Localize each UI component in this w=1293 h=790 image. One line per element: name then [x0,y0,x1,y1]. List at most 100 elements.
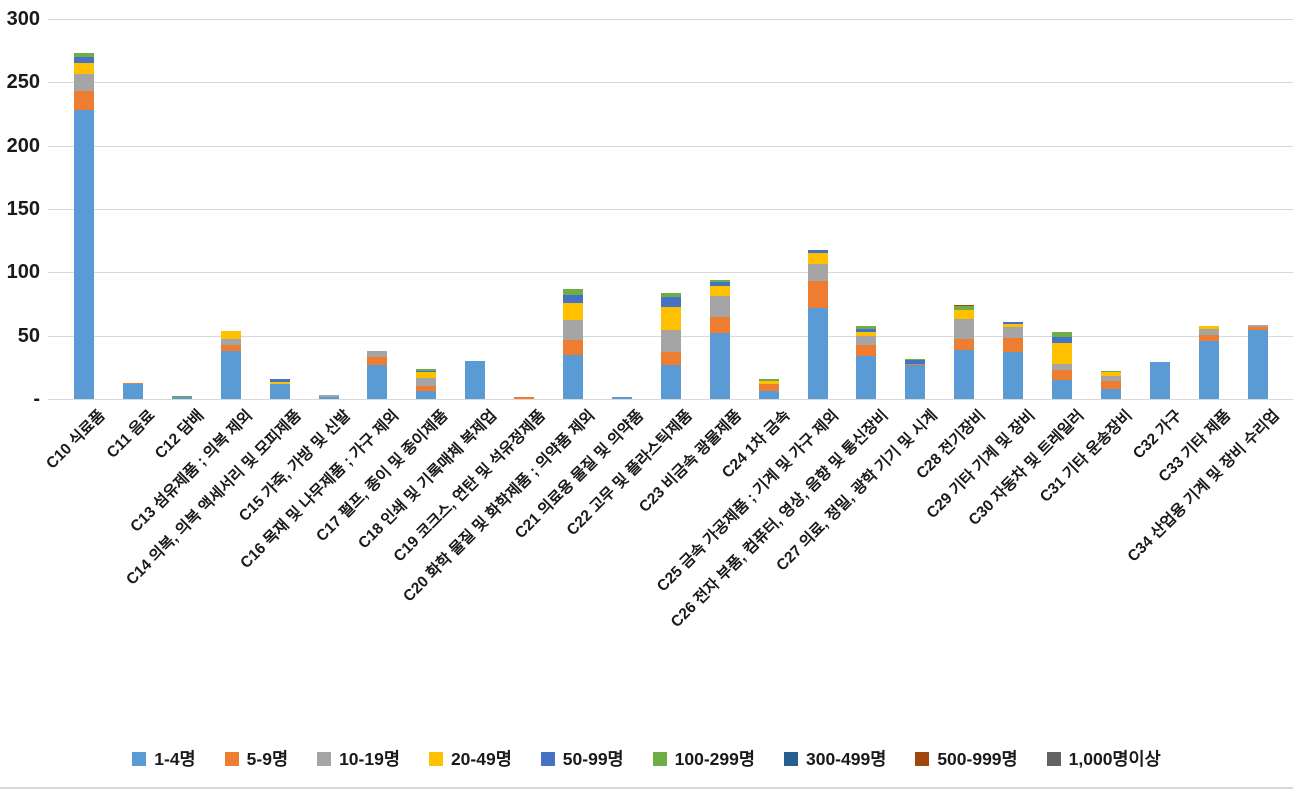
bar-segment [905,363,926,366]
category-label: C14 의복, 의복 액세서리 및 모피제품 [123,407,305,589]
y-axis-tick-label: 250 [6,71,40,94]
bar-c10 [74,53,94,399]
bar-segment [1003,322,1024,324]
bar-segment [1003,326,1024,338]
bar-segment [416,370,437,373]
bar-segment [1052,379,1072,399]
bar-segment [563,294,583,303]
legend: 1-4명 5-9명 10-19명 20-49명 50-99명 100-299명 300-49… [0,746,1293,771]
bar-c30 [1052,331,1072,399]
bar-c23 [709,279,730,399]
bar-segment [416,390,437,399]
bar-c14 [269,379,290,399]
bar-segment [465,361,486,399]
bar-segment [1003,321,1024,323]
bar-segment [563,319,583,341]
legend-item: 500-999명 [915,746,1018,771]
bar-segment [1198,329,1219,336]
legend-swatch-icon [317,751,332,766]
bar-segment [1247,329,1268,399]
category-label: C31 기타 운송장비 [1037,407,1136,506]
bar-segment [709,282,730,287]
gridline [48,399,1293,400]
legend-label: 500-999명 [937,749,1018,769]
bar-segment [807,307,828,399]
bar-segment [1100,388,1121,399]
bar-segment [122,384,143,399]
bar-segment [1052,364,1072,370]
gridline [48,272,1293,274]
bar-segment [74,91,94,111]
legend-swatch-icon [224,751,239,766]
y-axis-tick-label: 300 [6,8,40,30]
bar-segment [1198,325,1219,330]
bar-segment [269,379,290,382]
bar-c26 [856,325,877,399]
bar-segment [122,382,143,385]
bar-segment [220,350,241,399]
bar-c31 [1100,371,1121,399]
bar-segment [563,340,583,356]
bar-segment [709,286,730,297]
legend-label: 10-19명 [339,749,400,769]
bar-segment [954,304,975,307]
bar-c24 [758,378,779,399]
bar-segment [1003,352,1024,399]
bar-segment [220,338,241,346]
bar-segment [514,397,535,399]
bar-c28 [954,304,975,399]
bar-segment [856,335,877,346]
bar-c34 [1247,324,1268,399]
gridline [48,19,1293,20]
legend-label: 300-499명 [805,749,887,769]
legend-item: 10-19명 [317,746,400,771]
bar-segment [220,330,241,339]
bar-segment [74,110,94,399]
legend-item: 1-4명 [132,746,196,771]
bar-segment [563,355,583,399]
bar-segment [758,380,779,384]
legend-swatch-icon [783,751,798,766]
bar-segment [807,281,828,308]
bar-segment [1100,375,1121,382]
bar-c11 [122,382,143,399]
bar-segment [1247,327,1268,330]
legend-item: 20-49명 [428,746,512,771]
bar-c15 [318,394,339,399]
bar-segment [856,331,877,336]
legend-swatch-icon [652,751,667,766]
bar-c16 [367,350,388,399]
legend-label: 20-49명 [450,749,512,769]
bar-segment [905,360,926,364]
bar-segment [954,339,975,351]
bar-c13 [220,330,241,399]
bar-segment [269,383,290,399]
bar-segment [1003,337,1024,353]
bar-c18 [465,361,486,399]
bar-segment [856,355,877,399]
bar-c19 [514,397,535,399]
bar-segment [856,325,877,329]
bar-segment [563,302,583,320]
bar-segment [416,369,437,371]
bar-segment [954,319,975,340]
bar-segment [807,253,828,265]
bar-segment [660,297,681,307]
category-label: C10 식료품 [43,407,110,473]
legend-label: 50-99명 [562,749,624,769]
bar-segment [367,364,388,399]
bar-segment [709,333,730,399]
bar-segment [220,345,241,351]
bar-segment [905,365,926,399]
y-axis-tick-label: - [33,388,40,410]
bar-c22 [660,293,681,399]
bar-segment [367,350,388,357]
bar-segment [954,310,975,320]
bottom-divider [0,787,1293,789]
legend-swatch-icon [428,751,443,766]
legend-item: 1,000명이상 [1046,746,1161,771]
legend-item: 300-499명 [783,746,887,771]
bar-segment [660,293,681,298]
bar-segment [367,356,388,365]
bar-segment [1052,369,1072,380]
